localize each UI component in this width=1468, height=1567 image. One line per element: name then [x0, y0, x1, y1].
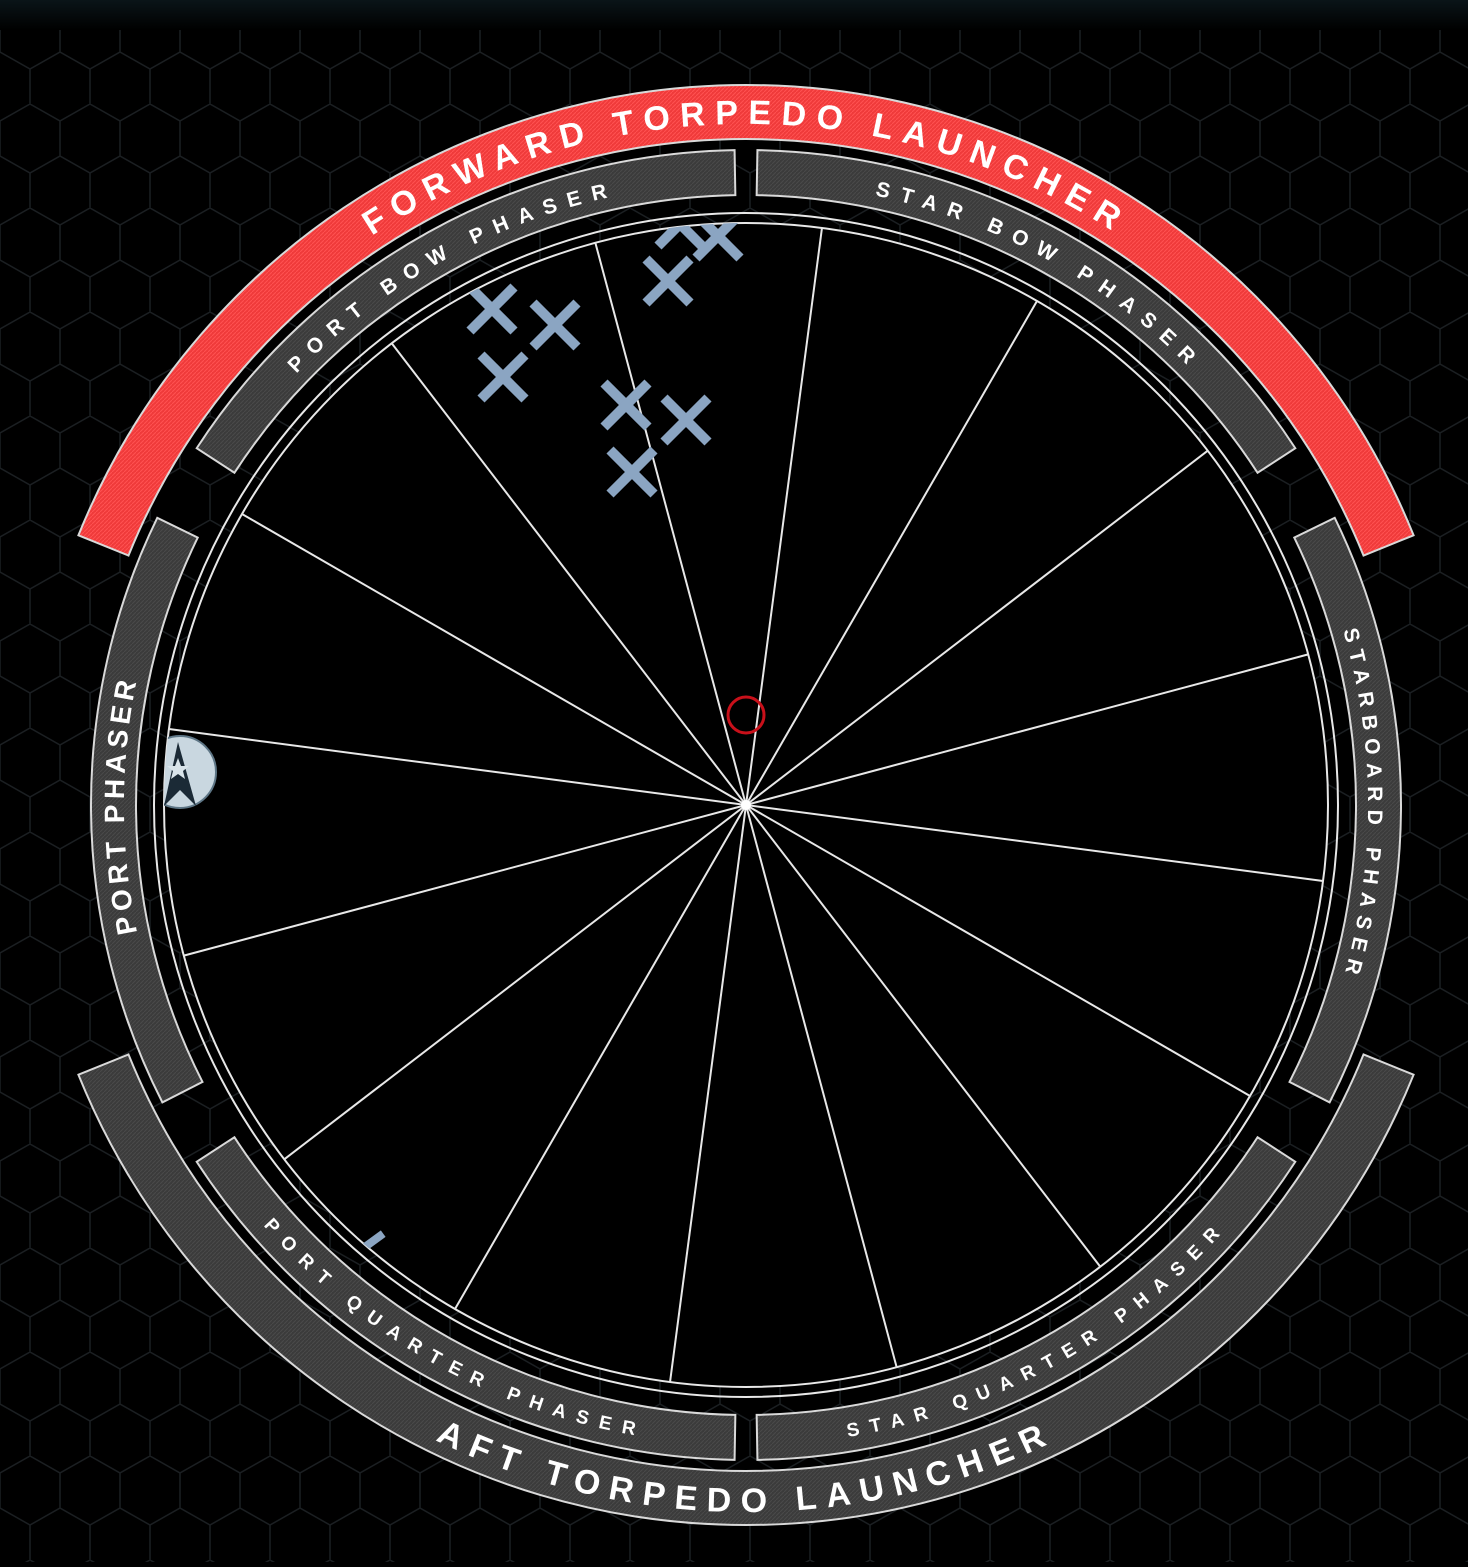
- ship-center-dot: [741, 800, 751, 810]
- starfleet-delta-icon[interactable]: [144, 735, 217, 809]
- x-mark-icon[interactable]: [600, 379, 652, 431]
- x-mark-icon[interactable]: [660, 394, 712, 446]
- target-ring-icon[interactable]: [726, 695, 766, 735]
- port-quarter-phaser-arc[interactable]: [195, 1135, 737, 1461]
- starboard-phaser-arc[interactable]: [1288, 516, 1402, 1104]
- star-quarter-phaser-arc[interactable]: [755, 1135, 1297, 1461]
- star-bow-phaser-arc[interactable]: [755, 149, 1297, 475]
- x-mark-icon[interactable]: [692, 214, 744, 262]
- scope-outer-ring: [153, 212, 1339, 1398]
- x-mark-icon[interactable]: [642, 255, 694, 307]
- forward-torpedo-launcher-arc[interactable]: [77, 84, 1415, 557]
- x-mark-icon[interactable]: [529, 299, 581, 351]
- x-mark-icon[interactable]: [466, 283, 518, 335]
- top-bar: [0, 0, 1468, 30]
- port-bow-phaser-arc[interactable]: [195, 149, 737, 475]
- port-phaser-arc[interactable]: [90, 516, 204, 1104]
- x-mark-icon[interactable]: [477, 351, 529, 403]
- delta-star: [167, 758, 189, 779]
- aft-torpedo-launcher-arc[interactable]: [77, 1053, 1415, 1526]
- x-mark-icon[interactable]: [606, 446, 658, 498]
